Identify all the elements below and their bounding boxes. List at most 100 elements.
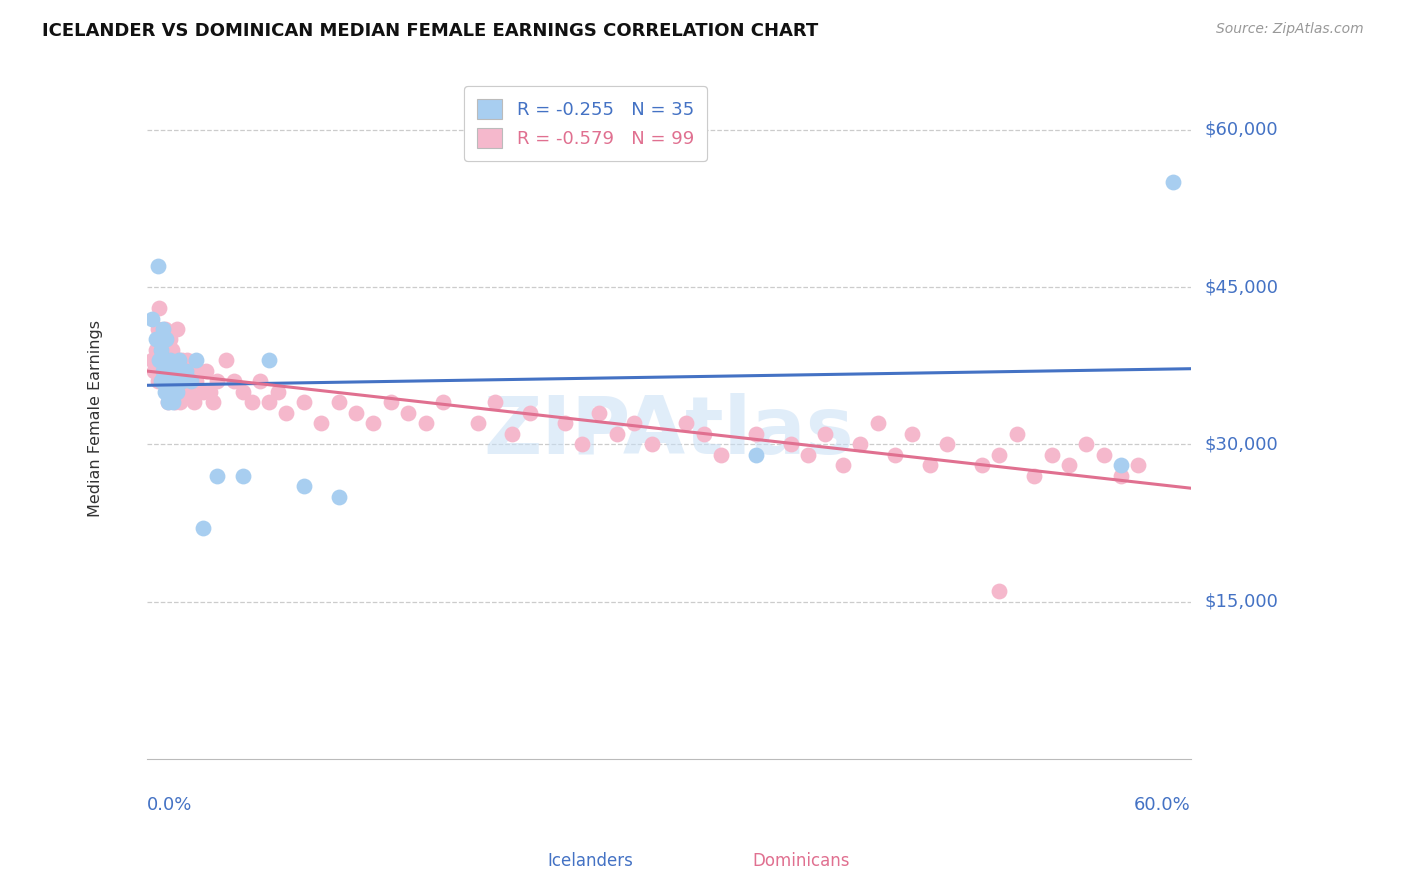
Point — [157, 395, 180, 409]
Point — [162, 395, 184, 409]
Point — [1109, 458, 1132, 473]
Point — [153, 353, 176, 368]
Point — [191, 384, 214, 399]
Point — [198, 384, 221, 399]
Text: $30,000: $30,000 — [1205, 435, 1278, 453]
Point — [170, 384, 193, 399]
Point — [309, 417, 332, 431]
Point — [292, 395, 315, 409]
Point — [745, 426, 768, 441]
Point — [232, 384, 254, 399]
Point — [884, 448, 907, 462]
Text: Median Female Earnings: Median Female Earnings — [87, 319, 103, 516]
Point — [155, 333, 177, 347]
Point — [363, 417, 385, 431]
Point — [150, 375, 173, 389]
Point — [675, 417, 697, 431]
Point — [146, 322, 169, 336]
Point — [150, 333, 173, 347]
Text: $45,000: $45,000 — [1205, 278, 1278, 296]
Point — [169, 364, 191, 378]
Point — [174, 375, 197, 389]
Point — [152, 322, 174, 336]
Point — [814, 426, 837, 441]
Point — [145, 343, 167, 357]
Point — [328, 395, 350, 409]
Point — [152, 343, 174, 357]
Point — [328, 490, 350, 504]
Point — [484, 395, 506, 409]
Point — [344, 406, 367, 420]
Text: 60.0%: 60.0% — [1133, 797, 1191, 814]
Text: $15,000: $15,000 — [1205, 592, 1278, 610]
Point — [160, 343, 183, 357]
Point — [191, 521, 214, 535]
Point — [162, 384, 184, 399]
Point — [155, 375, 177, 389]
Point — [249, 375, 271, 389]
Point — [148, 353, 170, 368]
Point — [606, 426, 628, 441]
Point — [467, 417, 489, 431]
Point — [918, 458, 941, 473]
Point — [169, 395, 191, 409]
Point — [797, 448, 820, 462]
Point — [150, 343, 173, 357]
Point — [240, 395, 263, 409]
Point — [167, 384, 190, 399]
Point — [173, 364, 195, 378]
Point — [153, 384, 176, 399]
Point — [571, 437, 593, 451]
Point — [232, 468, 254, 483]
Point — [988, 584, 1011, 599]
Point — [157, 353, 180, 368]
Point — [988, 448, 1011, 462]
Point — [176, 353, 198, 368]
Point — [745, 448, 768, 462]
Point — [153, 322, 176, 336]
Point — [936, 437, 959, 451]
Point — [1161, 175, 1184, 189]
Point — [396, 406, 419, 420]
Point — [257, 395, 280, 409]
Point — [849, 437, 872, 451]
Point — [162, 353, 184, 368]
Point — [779, 437, 801, 451]
Point — [159, 333, 181, 347]
Point — [205, 468, 228, 483]
Point — [257, 353, 280, 368]
Point — [157, 395, 180, 409]
Point — [166, 384, 188, 399]
Point — [1040, 448, 1063, 462]
Point — [710, 448, 733, 462]
Point — [166, 322, 188, 336]
Point — [170, 375, 193, 389]
Point — [184, 375, 207, 389]
Point — [276, 406, 298, 420]
Point — [165, 364, 187, 378]
Point — [214, 353, 236, 368]
Point — [152, 375, 174, 389]
Point — [1005, 426, 1028, 441]
Legend: R = -0.255   N = 35, R = -0.579   N = 99: R = -0.255 N = 35, R = -0.579 N = 99 — [464, 87, 707, 161]
Point — [292, 479, 315, 493]
Point — [141, 353, 163, 368]
Point — [157, 364, 180, 378]
Point — [866, 417, 889, 431]
Point — [153, 364, 176, 378]
Point — [141, 311, 163, 326]
Point — [162, 364, 184, 378]
Text: $60,000: $60,000 — [1205, 120, 1278, 139]
Point — [167, 353, 190, 368]
Point — [180, 375, 202, 389]
Point — [177, 384, 200, 399]
Point — [146, 375, 169, 389]
Point — [180, 364, 202, 378]
Point — [693, 426, 716, 441]
Point — [1057, 458, 1080, 473]
Point — [501, 426, 523, 441]
Point — [184, 353, 207, 368]
Point — [901, 426, 924, 441]
Point — [155, 343, 177, 357]
Point — [519, 406, 541, 420]
